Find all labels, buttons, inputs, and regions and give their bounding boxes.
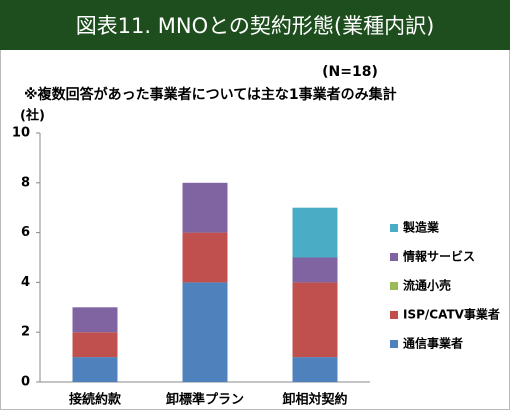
bar-segment bbox=[292, 357, 338, 382]
y-axis-label: (社) bbox=[20, 108, 45, 124]
bar-segment bbox=[72, 332, 118, 358]
y-tick-label: 10 bbox=[12, 126, 30, 141]
bar-segment bbox=[182, 282, 228, 382]
legend-label: 製造業 bbox=[402, 220, 440, 235]
bar-segment bbox=[292, 257, 338, 283]
legend-swatch bbox=[390, 224, 398, 232]
legend-label: ISP/CATV事業者 bbox=[403, 307, 500, 322]
legend-swatch bbox=[390, 311, 398, 319]
x-tick-label: 接続約款 bbox=[69, 392, 122, 408]
header bbox=[0, 0, 510, 50]
legend-swatch bbox=[390, 282, 398, 290]
legend-label: 流通小売 bbox=[403, 278, 451, 293]
legend-label: 通信事業者 bbox=[403, 336, 463, 351]
bar-segment bbox=[72, 357, 118, 382]
bar-segment bbox=[182, 182, 228, 233]
y-tick-label: 4 bbox=[21, 275, 30, 290]
legend-label: 情報サービス bbox=[403, 249, 475, 264]
chart-title: 図表11. MNOとの契約形態(業種内訳) bbox=[76, 14, 435, 38]
note: ※複数回答があった事業者については主な1事業者のみ集計 bbox=[24, 86, 397, 103]
bar-segment bbox=[292, 207, 338, 258]
bar-segment bbox=[292, 282, 338, 358]
y-tick-label: 2 bbox=[21, 325, 30, 340]
subtitle: (N=18) bbox=[322, 64, 378, 80]
bar-segment bbox=[72, 307, 118, 333]
y-tick-label: 6 bbox=[21, 225, 30, 240]
x-tick-label: 卸標準プラン bbox=[166, 392, 244, 408]
y-tick-label: 8 bbox=[21, 175, 30, 190]
y-tick-label: 0 bbox=[21, 375, 30, 390]
bar-segment bbox=[182, 232, 228, 283]
legend-swatch bbox=[390, 340, 398, 348]
x-tick-label: 卸相対契約 bbox=[282, 392, 347, 408]
legend-swatch bbox=[390, 253, 398, 261]
